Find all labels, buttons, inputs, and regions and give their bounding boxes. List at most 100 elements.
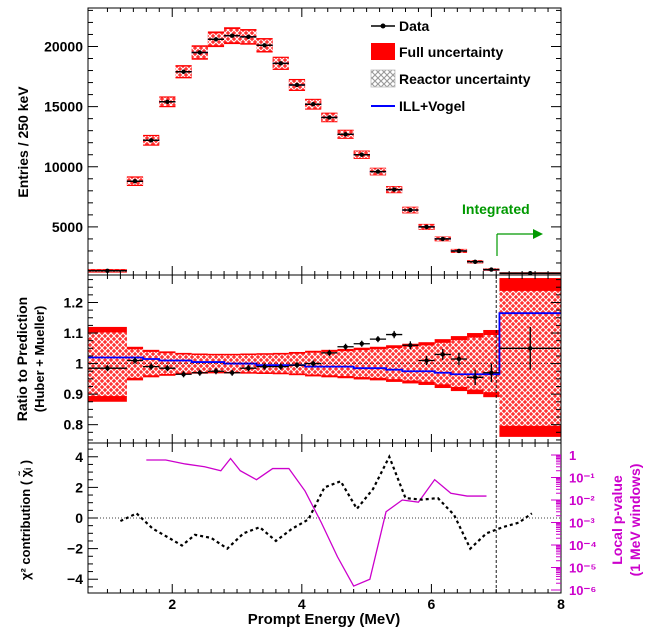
- reactor-uncertainty-band: [337, 351, 354, 377]
- ratio-point: [310, 361, 316, 366]
- ratio-point: [181, 372, 186, 377]
- pvalue-tick-label: 10⁻²: [569, 493, 595, 508]
- data-point: [294, 82, 300, 88]
- data-point: [440, 236, 445, 242]
- data-point: [181, 69, 186, 74]
- chi2-panel: −4 −2 0 2 4 10⁻⁶ 10⁻⁵ 10⁻⁴ 10⁻³ 10⁻² 10⁻¹ 1 2 4 6 8 χ…: [18, 275, 643, 628]
- ratio-point: [105, 365, 110, 371]
- ratio-point: [359, 341, 364, 346]
- pvalue-tick-label: 10⁻⁵: [569, 561, 596, 576]
- ratio-point: [278, 364, 283, 369]
- ratio-y-axis-label-line1: Ratio to Prediction: [14, 297, 30, 421]
- data-point: [424, 224, 429, 230]
- spectrum-y-ticks: 5000 10000 15000 20000: [44, 9, 561, 264]
- x-tick-label: 8: [557, 596, 565, 612]
- data-point: [472, 259, 478, 264]
- x-axis-label: Prompt Energy (MeV): [248, 611, 401, 628]
- x-tick-label: 6: [428, 596, 436, 612]
- ratio-point: [197, 370, 202, 375]
- legend-label-full-uncertainty: Full uncertainty: [399, 44, 503, 60]
- ratio-point: [327, 350, 332, 356]
- data-point: [310, 102, 316, 107]
- ratio-point: [343, 344, 348, 349]
- legend-item-data: Data: [371, 18, 430, 34]
- data-point: [343, 132, 348, 137]
- reactor-uncertainty-band: [321, 351, 338, 376]
- legend-item-full-uncertainty: Full uncertainty: [371, 43, 503, 60]
- ratio-point: [489, 370, 494, 375]
- ratio-point: [424, 358, 429, 363]
- pvalue-tick-label: 10⁻⁴: [569, 538, 597, 553]
- pvalue-curve: [146, 457, 487, 587]
- data-point: [408, 207, 413, 213]
- y-tick-label: 20000: [44, 38, 83, 54]
- integrated-annotation: Integrated: [462, 201, 543, 256]
- integrated-arrow-head: [533, 229, 543, 239]
- chi2-y-ticks: −4 −2 0 2 4: [67, 448, 98, 588]
- legend-label-ill-vogel: ILL+Vogel: [399, 98, 465, 114]
- data-point: [262, 43, 267, 48]
- pvalue-tick-label: 10⁻⁶: [569, 583, 596, 598]
- legend-label-data: Data: [399, 18, 430, 34]
- spectrum-x-ticks: [106, 8, 549, 275]
- data-point: [148, 138, 154, 143]
- data-point: [391, 187, 397, 192]
- ratio-point: [440, 352, 445, 357]
- legend: Data Full uncertainty Reactor uncertaint…: [370, 18, 531, 114]
- ratio-point: [472, 375, 478, 380]
- data-point: [456, 248, 462, 254]
- ratio-point: [165, 365, 170, 371]
- data-point: [213, 37, 219, 42]
- data-point: [165, 99, 170, 105]
- legend-label-reactor-uncertainty: Reactor uncertainty: [399, 71, 531, 87]
- y-tick-label: −2: [67, 541, 83, 557]
- ratio-point: [229, 370, 235, 375]
- ratio-y-ticks: 0.8 0.9 1 1.1 1.2: [64, 279, 561, 441]
- spectrum-panel: 5000 10000 15000 20000 Entries / 250 keV Da…: [15, 7, 562, 276]
- data-point: [375, 169, 381, 174]
- pvalue-tick-label: 10⁻³: [569, 516, 595, 531]
- chi2-y-axis-label: χ² contribution ( χ̃ᵢ ): [18, 460, 33, 580]
- data-point: [359, 152, 364, 157]
- pvalue-tick-label: 10⁻¹: [569, 471, 595, 486]
- y-tick-label: 1: [75, 356, 83, 372]
- chi2-curve: [119, 454, 533, 551]
- data-point: [489, 267, 494, 272]
- pvalue-right-ticks: 10⁻⁶ 10⁻⁵ 10⁻⁴ 10⁻³ 10⁻² 10⁻¹ 1: [551, 448, 597, 598]
- chi2-marks: [88, 275, 561, 593]
- ratio-point: [294, 362, 300, 368]
- reactor-uncertainty-band: [369, 349, 387, 378]
- y-tick-label: 0.9: [64, 386, 84, 402]
- ratio-point: [391, 332, 397, 337]
- data-point: [197, 50, 202, 55]
- y-tick-label: 5000: [52, 219, 83, 235]
- pvalue-y-axis-label-line2: (1 MeV windows): [627, 464, 643, 577]
- y-tick-label: 0.8: [64, 417, 84, 433]
- ratio-point: [213, 369, 219, 374]
- spectrum-marks: [88, 27, 561, 276]
- ratio-point: [408, 343, 413, 348]
- legend-item-ill-vogel: ILL+Vogel: [371, 98, 465, 114]
- data-point: [327, 115, 332, 120]
- reactor-uncertainty-band: [88, 332, 127, 397]
- x-tick-label: 4: [298, 596, 306, 612]
- ratio-panel: 0.8 0.9 1 1.1 1.2 Ratio to Prediction (Huber…: [14, 274, 562, 444]
- x-tick-label: 2: [168, 596, 176, 612]
- ratio-marks: [88, 278, 561, 437]
- data-point: [105, 268, 110, 273]
- ratio-point: [375, 336, 381, 342]
- pvalue-tick-label: 1: [569, 448, 576, 463]
- data-point: [132, 178, 138, 184]
- ratio-point: [262, 364, 267, 369]
- legend-item-reactor-uncertainty: Reactor uncertainty: [370, 69, 531, 88]
- y-tick-label: −4: [67, 571, 83, 587]
- data-point: [229, 33, 235, 38]
- ratio-point: [246, 365, 251, 371]
- y-tick-label: 4: [75, 449, 83, 465]
- ratio-point: [528, 346, 533, 351]
- integrated-label: Integrated: [462, 201, 530, 217]
- spectrum-y-axis-label: Entries / 250 keV: [15, 86, 31, 198]
- y-tick-label: 1.1: [64, 325, 84, 341]
- pvalue-y-axis-label-line1: Local p-value: [609, 475, 625, 565]
